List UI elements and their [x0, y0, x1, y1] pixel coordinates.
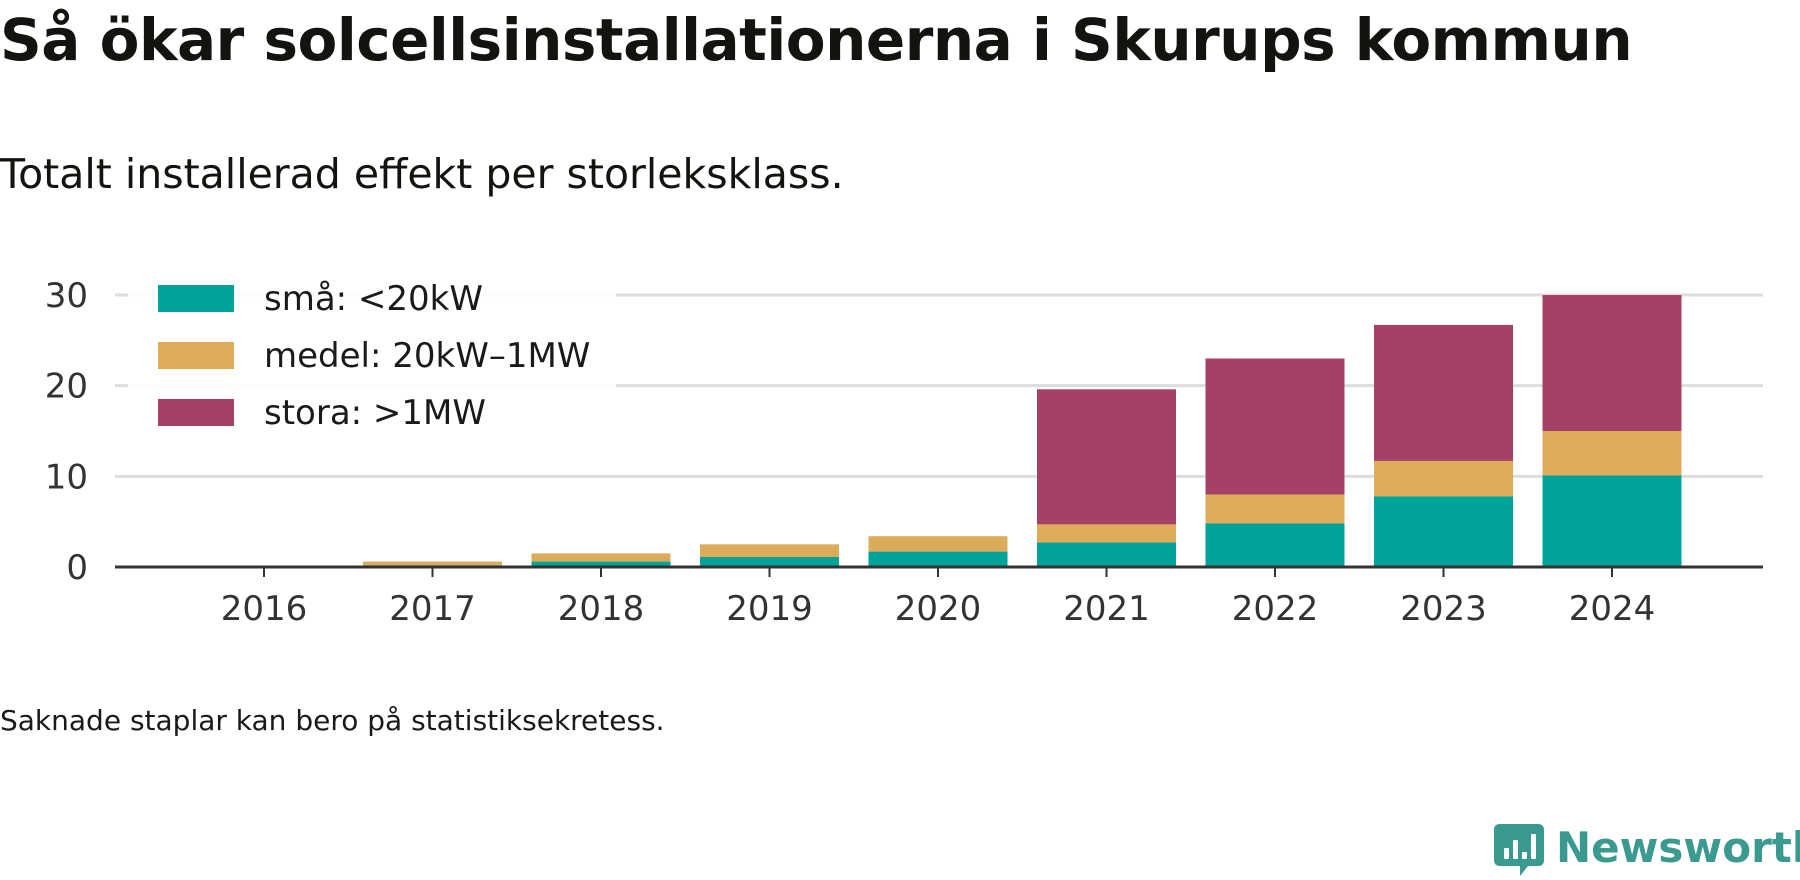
- bar-2024-series-1: [1542, 431, 1682, 476]
- y-tick-label: 10: [45, 457, 88, 497]
- y-tick-label: 30: [45, 276, 88, 316]
- y-axis: 0 10 20 30: [45, 276, 88, 588]
- bar-2021-series-2: [1037, 389, 1176, 525]
- x-tick-label: 2016: [221, 589, 308, 629]
- bar-2022-series-2: [1205, 358, 1345, 495]
- bar-2023-series-2: [1374, 324, 1513, 461]
- legend-swatch-1: [158, 342, 234, 369]
- y-tick-label: 0: [66, 548, 88, 588]
- footnote: Saknade staplar kan bero på statistiksek…: [0, 704, 665, 737]
- x-tick-label: 2020: [895, 589, 982, 629]
- legend-label-2: stora: >1MW: [264, 393, 486, 433]
- bars: [363, 295, 1682, 567]
- chart-title: Så ökar solcellsinstallationerna i Skuru…: [0, 6, 1633, 74]
- brand-name: Newsworthy: [1556, 823, 1800, 872]
- x-tick-label: 2023: [1400, 589, 1487, 629]
- bar-2019-series-1: [700, 544, 839, 558]
- x-tick-label: 2018: [558, 589, 645, 629]
- x-tick-label: 2019: [726, 589, 813, 629]
- stacked-bar-chart: 2016 2017 2018 2019 2020 2021 2022 2023 2024 0 10…: [45, 250, 1763, 629]
- x-tick-label: 2022: [1232, 589, 1319, 629]
- y-tick-label: 20: [45, 367, 88, 407]
- x-tick-label: 2024: [1569, 589, 1656, 629]
- bar-2017-series-1: [363, 561, 502, 566]
- chart-subtitle: Totalt installerad effekt per storlekskl…: [0, 150, 844, 198]
- bar-2023-series-0: [1374, 496, 1513, 567]
- x-tick-label: 2021: [1063, 589, 1150, 629]
- bar-2024-series-2: [1542, 295, 1682, 431]
- bar-2018-series-0: [531, 561, 671, 567]
- legend-swatch-2: [158, 399, 234, 426]
- bar-2023-series-1: [1374, 460, 1513, 497]
- bar-2024-series-0: [1542, 475, 1682, 567]
- legend-swatch-0: [158, 285, 234, 312]
- bar-2021-series-0: [1037, 542, 1176, 567]
- bar-2021-series-1: [1037, 524, 1176, 543]
- bar-2022-series-1: [1205, 494, 1345, 524]
- legend-label-0: små: <20kW: [264, 279, 483, 319]
- newsworthy-logo-icon: [1494, 824, 1544, 876]
- x-axis: 2016 2017 2018 2019 2020 2021 2022 2023 2024: [115, 565, 1763, 629]
- bar-2020-series-1: [868, 536, 1008, 552]
- legend: små: <20kW medel: 20kW–1MW stora: >1MW: [128, 250, 616, 446]
- newsworthy-brand: Newsworthy: [1494, 823, 1800, 876]
- bar-2018-series-1: [531, 553, 671, 562]
- legend-label-1: medel: 20kW–1MW: [264, 336, 590, 376]
- x-tick-label: 2017: [389, 589, 476, 629]
- bar-2022-series-0: [1205, 523, 1345, 567]
- bar-2020-series-0: [868, 551, 1008, 567]
- bar-2019-series-0: [700, 557, 839, 567]
